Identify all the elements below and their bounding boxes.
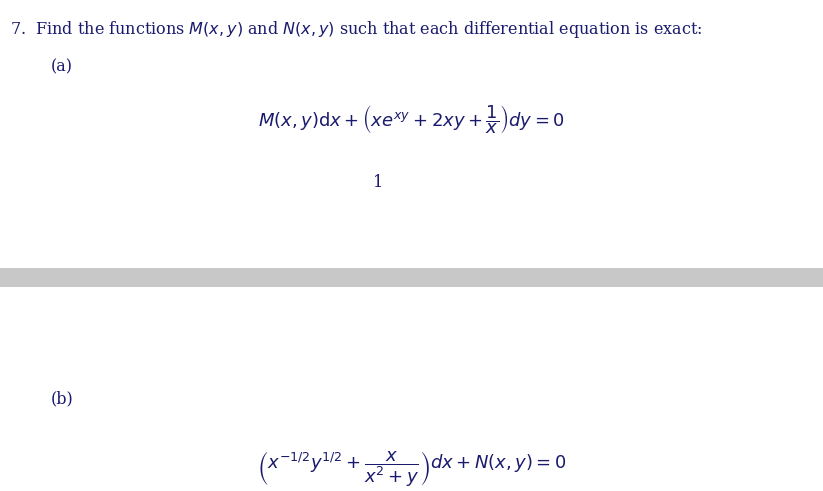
Text: (b): (b) (51, 390, 74, 408)
Text: $M(x, y)\mathrm{d}x + \left( xe^{xy} + 2xy + \dfrac{1}{x}\right) dy = 0$: $M(x, y)\mathrm{d}x + \left( xe^{xy} + 2… (258, 103, 565, 136)
Text: $\left( x^{-1/2}y^{1/2} + \dfrac{x}{x^2 + y}\right) dx + N(x, y) = 0$: $\left( x^{-1/2}y^{1/2} + \dfrac{x}{x^2 … (257, 449, 566, 489)
Text: (a): (a) (51, 58, 73, 75)
Text: 7.  Find the functions $M(x, y)$ and $N(x, y)$ such that each differential equat: 7. Find the functions $M(x, y)$ and $N(x… (10, 19, 702, 40)
Text: 1: 1 (374, 174, 384, 191)
FancyBboxPatch shape (0, 268, 823, 287)
